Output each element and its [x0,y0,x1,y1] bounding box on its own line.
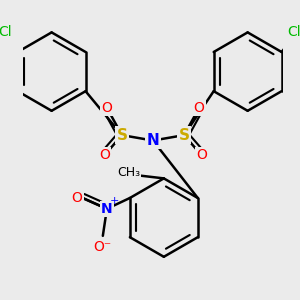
Text: Cl: Cl [287,25,300,39]
Text: S: S [116,128,128,142]
Text: +: + [110,196,119,206]
Text: CH₃: CH₃ [117,167,140,179]
Text: Cl: Cl [0,25,12,39]
Text: O: O [102,101,112,115]
Text: O: O [99,148,110,162]
Text: O: O [72,191,83,205]
Text: N: N [147,133,159,148]
Text: O: O [196,148,207,162]
Text: N: N [101,202,113,216]
Text: O⁻: O⁻ [94,240,112,254]
Text: O: O [194,101,204,115]
Text: S: S [178,128,190,142]
